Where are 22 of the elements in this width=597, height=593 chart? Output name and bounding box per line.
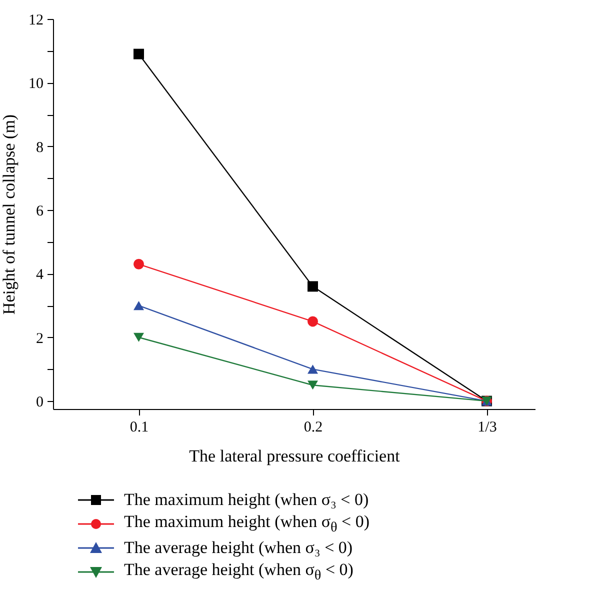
y-tick-label: 2 [36, 330, 44, 347]
y-tick-label: 10 [28, 76, 44, 92]
x-axis-title: The lateral pressure coefficient [189, 446, 400, 466]
y-tick-label: 8 [36, 140, 44, 156]
point [134, 258, 144, 270]
y-tick-label: 4 [36, 267, 44, 284]
point [308, 316, 318, 327]
y-tick-label: 12 [28, 12, 44, 28]
y-tick-label: 0 [36, 394, 44, 411]
legend-label: The maximum height (when σ$_{θ}$ < 0) [124, 512, 370, 536]
legend-label: The average height (when σ$_{θ}$ < 0) [124, 560, 354, 584]
y-tick-label: 6 [36, 204, 44, 220]
x-tick-label: 0.1 [130, 420, 149, 436]
point [134, 300, 144, 310]
point [308, 281, 318, 292]
legend-label: The average height (when σ₃ < 0) [124, 538, 353, 558]
legend-label: The maximum height (when σ₃ < 0) [124, 490, 369, 510]
x-tick-label: 1/3 [478, 420, 497, 436]
point [134, 48, 144, 60]
y-axis-title: Height of tunnel collapse (m) [0, 114, 18, 315]
point [308, 364, 318, 374]
x-tick-label: 0.2 [304, 420, 323, 436]
